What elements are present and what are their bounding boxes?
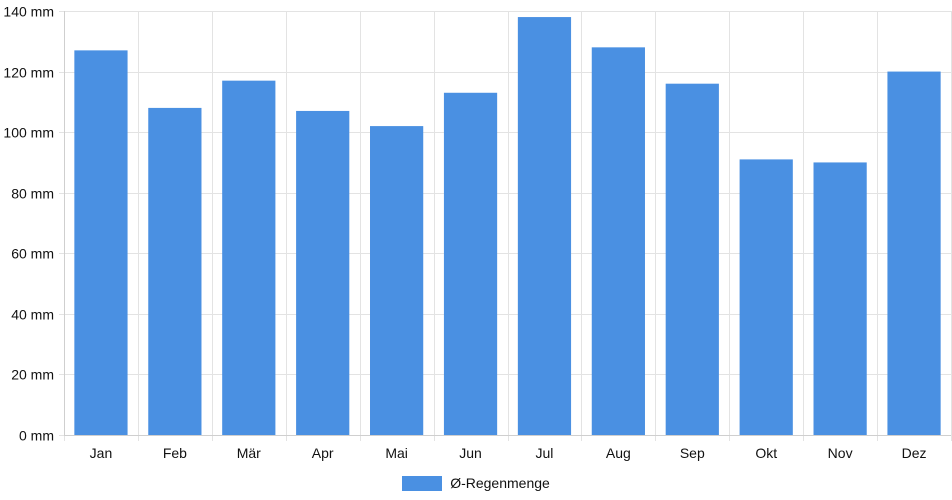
bar-mär[interactable] — [222, 80, 276, 435]
bar-nov[interactable] — [813, 162, 867, 435]
y-tick-label: 0 mm — [19, 428, 54, 444]
x-tick-label: Jun — [459, 445, 482, 461]
x-tick-label: Jan — [90, 445, 113, 461]
bar-sep[interactable] — [665, 83, 719, 435]
x-tick-label: Okt — [755, 445, 777, 461]
x-tick-label: Nov — [828, 445, 853, 461]
bar-okt[interactable] — [739, 159, 793, 435]
bar-mai[interactable] — [370, 126, 424, 435]
y-tick-label: 120 mm — [3, 65, 54, 81]
y-tick-label: 20 mm — [11, 367, 54, 383]
x-tick-label: Dez — [902, 445, 927, 461]
bar-dez[interactable] — [887, 71, 941, 435]
x-tick-label: Sep — [680, 445, 705, 461]
legend-swatch — [402, 475, 443, 491]
bar-apr[interactable] — [296, 110, 350, 435]
x-tick-label: Mai — [385, 445, 408, 461]
bar-aug[interactable] — [591, 47, 645, 436]
bar-feb[interactable] — [148, 107, 202, 435]
y-tick-label: 140 mm — [3, 4, 54, 20]
x-tick-label: Feb — [163, 445, 187, 461]
x-tick-label: Jul — [536, 445, 554, 461]
x-tick-label: Aug — [606, 445, 631, 461]
x-tick-label: Mär — [237, 445, 261, 461]
y-tick-label: 40 mm — [11, 307, 54, 323]
bar-jan[interactable] — [74, 50, 128, 436]
legend-label: Ø-Regenmenge — [450, 475, 550, 491]
legend: Ø-Regenmenge — [0, 472, 952, 494]
x-tick-label: Apr — [312, 445, 334, 461]
y-tick-label: 80 mm — [11, 186, 54, 202]
bar-jun[interactable] — [443, 92, 498, 436]
y-tick-label: 100 mm — [3, 125, 54, 141]
bar-jul[interactable] — [517, 17, 572, 436]
y-tick-label: 60 mm — [11, 246, 54, 262]
